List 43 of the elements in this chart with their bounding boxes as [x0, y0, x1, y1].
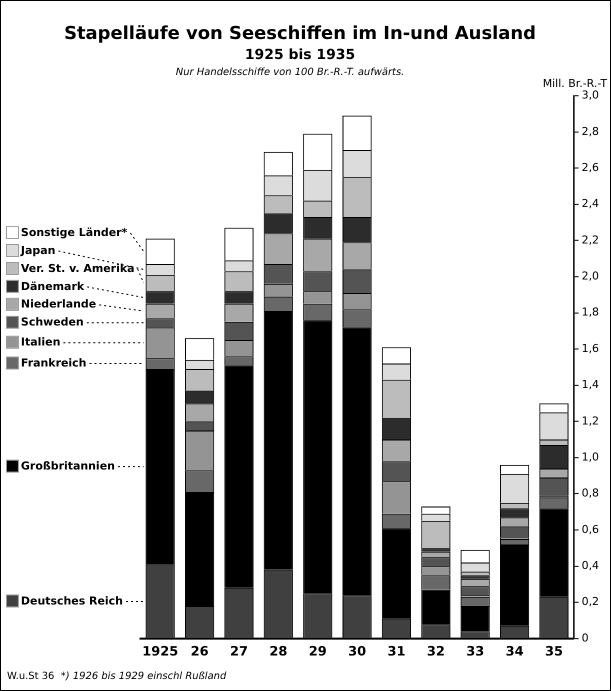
x-tick-label: 31 — [387, 644, 406, 660]
chart-title: Stapelläufe von Seeschiffen im In-und Ausland — [64, 22, 536, 44]
legend-label: Deutsches Reich — [20, 594, 123, 608]
y-tick-label: 0,4 — [582, 559, 600, 572]
text: Nur Handelsschiffe von 100 Br.-R.-T. aufwärts. — [176, 66, 404, 78]
y-tick-label: 2,4 — [582, 197, 600, 210]
y-tick-label: 1,8 — [582, 306, 600, 319]
chart-subtitle: 1925 bis 1935 — [244, 46, 356, 63]
y-axis-title: Mill. Br.-R.-T — [542, 77, 608, 90]
y-tick-label: 0,2 — [582, 595, 600, 608]
y-tick-label: 0,8 — [582, 486, 600, 500]
legend-label: Dänemark — [20, 280, 85, 293]
legend-label: Japan — [20, 244, 56, 257]
legend-label: Niederlande — [20, 298, 96, 311]
legend-label: Ver. St. v. Amerika — [20, 262, 135, 275]
legend-label: Großbritannien — [20, 460, 115, 473]
y-tick-label: 2,6 — [582, 160, 600, 174]
text: *) 1926 bis 1929 einschl Rußland — [60, 671, 227, 682]
legend-label: Schweden — [20, 316, 84, 329]
x-tick-label: 32 — [426, 644, 445, 660]
y-tick-label: 1,4 — [582, 378, 600, 392]
x-tick-label: 1925 — [142, 644, 178, 660]
x-tick-label: 29 — [308, 644, 327, 660]
y-tick-label: 0 — [582, 631, 589, 644]
y-tick-label: 1,0 — [582, 450, 600, 464]
x-tick-label: 30 — [348, 644, 366, 660]
x-tick-label: 26 — [190, 644, 209, 660]
y-tick-label: 0,6 — [582, 522, 600, 536]
y-tick-label: 1,6 — [582, 342, 600, 355]
x-tick-label: 27 — [230, 644, 248, 660]
legend-label: Italien — [20, 336, 60, 349]
y-tick-label: 1,2 — [582, 414, 600, 428]
x-tick-label: 34 — [506, 644, 524, 660]
text: W.u.St 36 — [6, 671, 54, 682]
x-tick-label: 33 — [466, 644, 484, 660]
y-tick-label: 3,0 — [582, 88, 600, 102]
y-tick-label: 2,0 — [582, 270, 600, 283]
legend-label: Frankreich — [20, 356, 86, 370]
legend-label: Sonstige Länder* — [20, 226, 128, 239]
x-tick-label: 35 — [544, 644, 563, 660]
y-tick-label: 2,8 — [582, 124, 600, 138]
x-tick-label: 28 — [269, 644, 288, 660]
y-tick-label: 2,2 — [582, 233, 600, 246]
